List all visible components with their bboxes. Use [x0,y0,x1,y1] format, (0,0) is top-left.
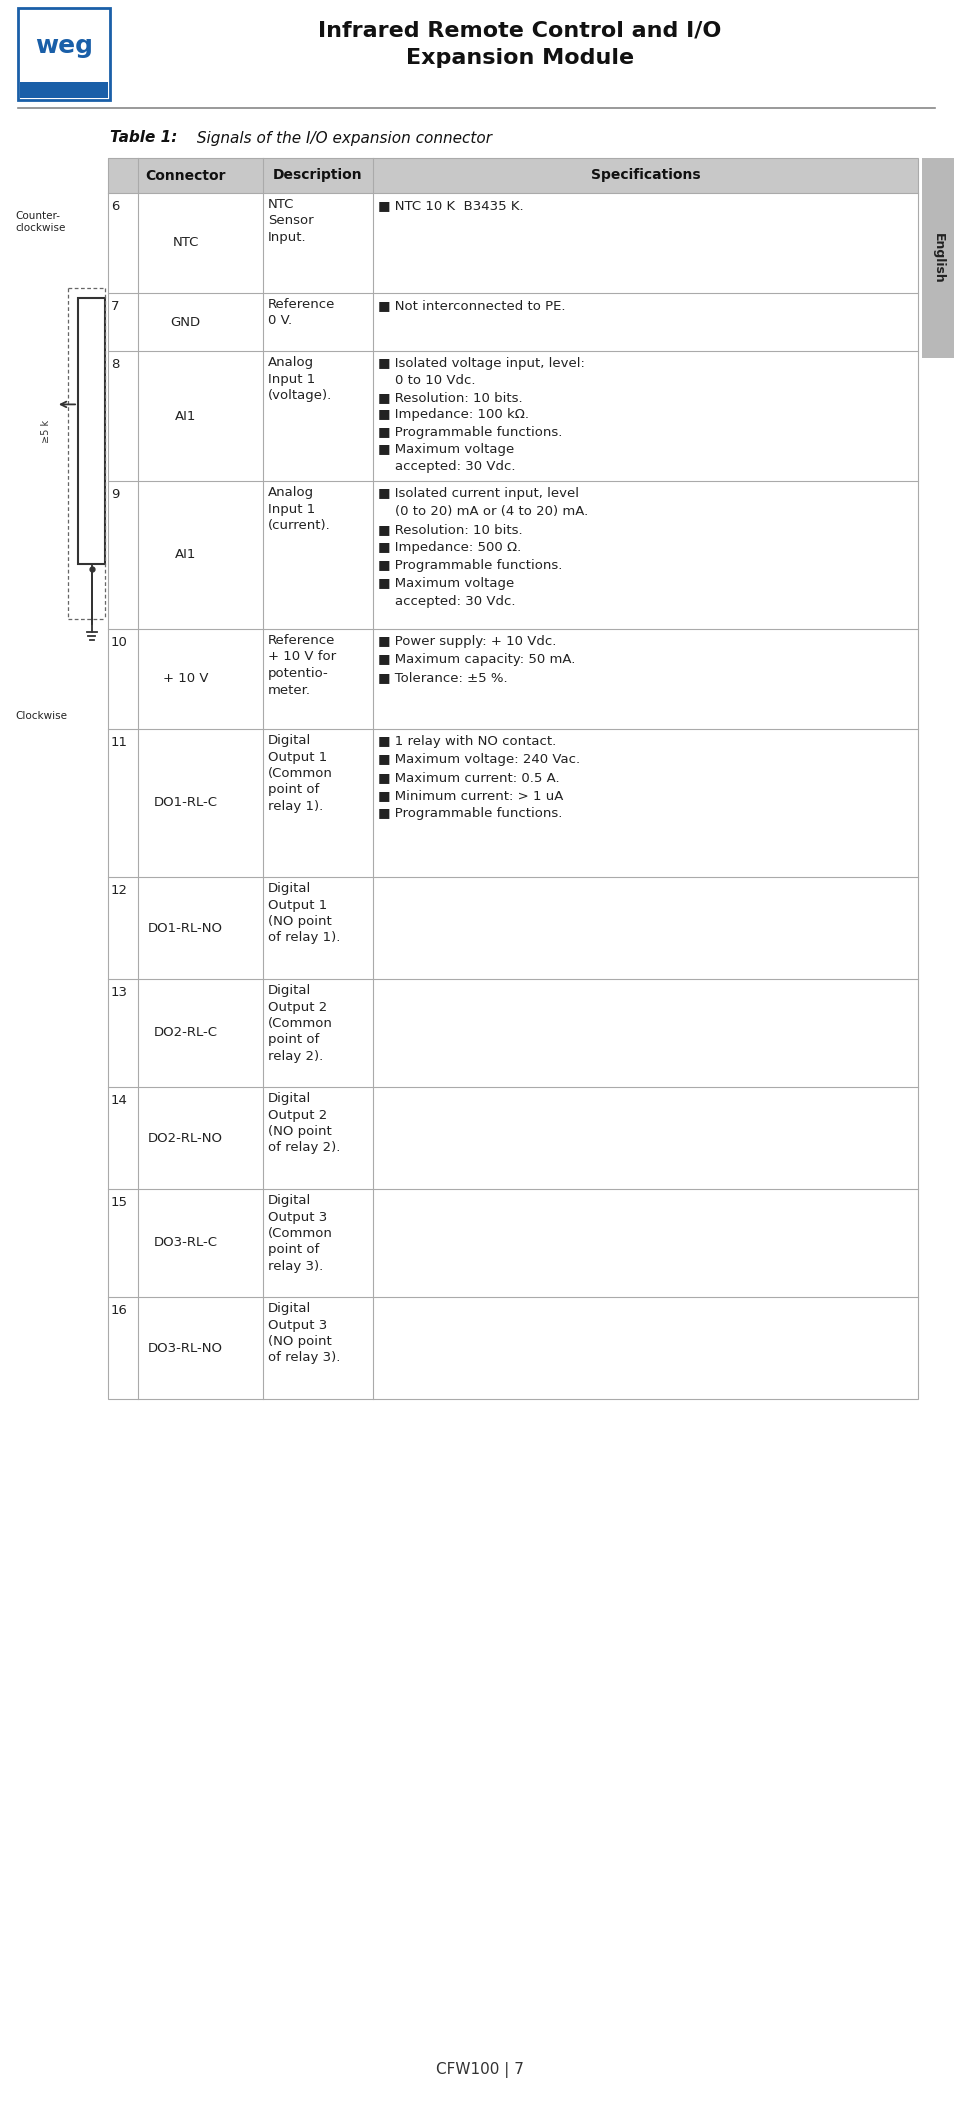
Text: Analog
Input 1
(current).: Analog Input 1 (current). [268,487,331,531]
Text: accepted: 30 Vdc.: accepted: 30 Vdc. [378,459,516,474]
Bar [78,298,105,563]
Text: Infrared Remote Control and I/O: Infrared Remote Control and I/O [319,19,722,40]
Text: ■ Isolated voltage input, level:: ■ Isolated voltage input, level: [378,357,585,370]
Text: CFW100 | 7: CFW100 | 7 [436,2061,524,2078]
Text: Specifications: Specifications [590,168,700,183]
Text: Description: Description [274,168,363,183]
Text: clockwise: clockwise [15,223,65,234]
Text: ■ Maximum voltage: ■ Maximum voltage [378,442,515,455]
Text: 12: 12 [111,884,128,897]
Text: + 10 V: + 10 V [163,672,208,686]
Text: 13: 13 [111,986,128,999]
Text: GND: GND [171,314,201,329]
Text: ■ Not interconnected to PE.: ■ Not interconnected to PE. [378,300,565,312]
Text: Digital
Output 1
(Common
point of
relay 1).: Digital Output 1 (Common point of relay … [268,733,333,814]
Text: ■ Tolerance: ±5 %.: ■ Tolerance: ±5 %. [378,672,508,684]
Text: English: English [931,232,945,283]
Text: Digital
Output 2
(NO point
of relay 2).: Digital Output 2 (NO point of relay 2). [268,1092,341,1154]
Text: ■ Impedance: 500 Ω.: ■ Impedance: 500 Ω. [378,542,521,555]
Text: 16: 16 [111,1305,128,1318]
Bar [18,8,110,100]
Text: Reference
+ 10 V for
potentio-
meter.: Reference + 10 V for potentio- meter. [268,633,336,697]
Text: DO3-RL-NO: DO3-RL-NO [148,1341,223,1354]
Text: ■ NTC 10 K  B3435 K.: ■ NTC 10 K B3435 K. [378,200,523,212]
Text: ■ Programmable functions.: ■ Programmable functions. [378,425,563,438]
Text: ≥5 k: ≥5 k [41,419,51,442]
Text: Table 1:: Table 1: [110,130,178,144]
Text: Connector: Connector [145,168,226,183]
Text: 14: 14 [111,1094,128,1107]
Text: ■ Power supply: + 10 Vdc.: ■ Power supply: + 10 Vdc. [378,635,557,648]
Text: AI1: AI1 [175,548,196,561]
Text: Expansion Module: Expansion Module [406,49,634,68]
Text: 11: 11 [111,735,128,748]
Text: Counter-: Counter- [15,210,60,221]
Text: ■ Resolution: 10 bits.: ■ Resolution: 10 bits. [378,391,522,404]
Text: ■ Resolution: 10 bits.: ■ Resolution: 10 bits. [378,523,522,536]
Text: weg: weg [35,34,93,57]
Text: DO3-RL-C: DO3-RL-C [154,1237,218,1250]
Text: 0 to 10 Vdc.: 0 to 10 Vdc. [378,374,475,387]
Text: Digital
Output 3
(NO point
of relay 3).: Digital Output 3 (NO point of relay 3). [268,1303,341,1364]
Text: Clockwise: Clockwise [15,712,67,720]
Bar [108,157,918,1398]
Text: DO1-RL-NO: DO1-RL-NO [148,922,223,935]
Text: 10: 10 [111,635,128,648]
Text: ■ Maximum voltage: 240 Vac.: ■ Maximum voltage: 240 Vac. [378,752,580,765]
Text: ■ Impedance: 100 kΩ.: ■ Impedance: 100 kΩ. [378,408,529,421]
Bar [20,83,108,98]
Text: 8: 8 [111,357,119,372]
Text: ■ Maximum voltage: ■ Maximum voltage [378,578,515,591]
Text: ■ Maximum current: 0.5 A.: ■ Maximum current: 0.5 A. [378,771,560,784]
Text: Digital
Output 3
(Common
point of
relay 3).: Digital Output 3 (Common point of relay … [268,1194,333,1273]
Text: ■ Programmable functions.: ■ Programmable functions. [378,808,563,820]
Text: 9: 9 [111,489,119,501]
Text: Reference
0 V.: Reference 0 V. [268,298,335,327]
Text: Analog
Input 1
(voltage).: Analog Input 1 (voltage). [268,357,332,402]
Text: ■ 1 relay with NO contact.: ■ 1 relay with NO contact. [378,735,556,748]
Text: 6: 6 [111,200,119,212]
Text: 15: 15 [111,1196,128,1209]
Text: NTC: NTC [172,236,199,249]
Text: ■ Maximum capacity: 50 mA.: ■ Maximum capacity: 50 mA. [378,652,575,665]
Text: Digital
Output 2
(Common
point of
relay 2).: Digital Output 2 (Common point of relay … [268,984,333,1062]
Text: Signals of the I/O expansion connector: Signals of the I/O expansion connector [192,130,492,144]
Text: ■ Isolated current input, level: ■ Isolated current input, level [378,487,579,499]
Text: AI1: AI1 [175,410,196,423]
Text: DO2-RL-C: DO2-RL-C [154,1026,218,1039]
Text: accepted: 30 Vdc.: accepted: 30 Vdc. [378,595,516,608]
Text: ■ Minimum current: > 1 uA: ■ Minimum current: > 1 uA [378,788,564,801]
Text: 7: 7 [111,300,119,312]
Text: DO1-RL-C: DO1-RL-C [154,797,218,810]
Text: NTC
Sensor
Input.: NTC Sensor Input. [268,198,314,244]
Text: ■ Programmable functions.: ■ Programmable functions. [378,559,563,572]
Text: (0 to 20) mA or (4 to 20) mA.: (0 to 20) mA or (4 to 20) mA. [378,506,588,518]
Bar [922,157,954,357]
Text: DO2-RL-NO: DO2-RL-NO [148,1130,223,1145]
Text: Digital
Output 1
(NO point
of relay 1).: Digital Output 1 (NO point of relay 1). [268,882,341,944]
Bar [108,157,918,193]
